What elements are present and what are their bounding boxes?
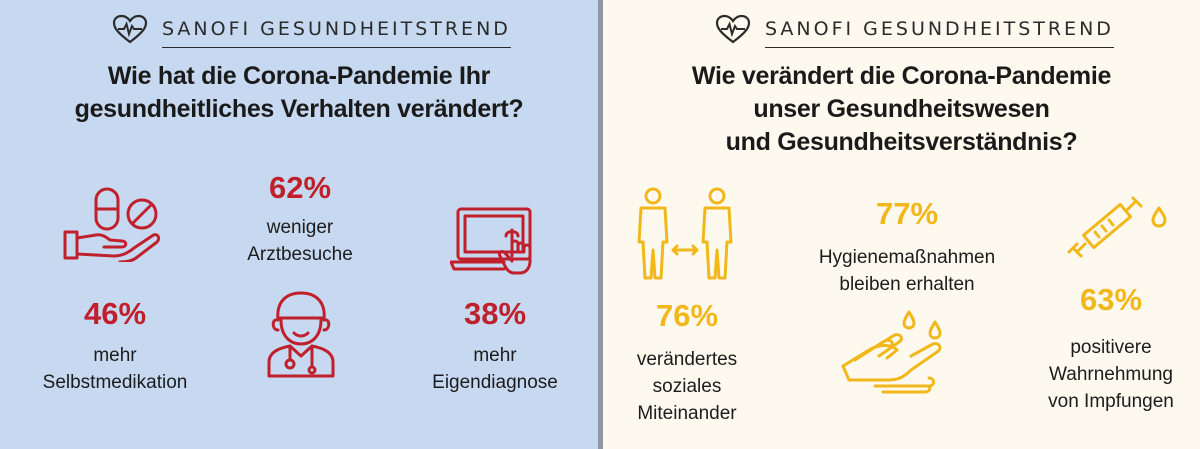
- heart-pulse-icon: [715, 14, 751, 44]
- people-distance-icon: [637, 187, 733, 280]
- stat-62-label: weniger Arztbesuche: [210, 214, 390, 268]
- stat-62-label-line2: Arztbesuche: [247, 244, 353, 265]
- washing-hands-icon: [841, 310, 942, 394]
- stat-63-value: 63%: [1079, 282, 1143, 317]
- syringe-icon: [1067, 196, 1167, 258]
- right-title: Wie verändert die Corona-Pandemie unser …: [613, 60, 1190, 159]
- stat-46-value: 46%: [83, 296, 147, 331]
- brand-header-right: SANOFI GESUNDHEITSTREND: [715, 14, 1114, 48]
- stat-76-label-line3: Miteinander: [637, 403, 737, 424]
- stat-77-value: 77%: [875, 196, 939, 231]
- stat-77-label-line1: Hygienemaßnahmen: [818, 247, 996, 268]
- heart-pulse-icon: [112, 14, 148, 44]
- left-panel: SANOFI GESUNDHEITSTREND Wie hat die Coro…: [0, 0, 598, 449]
- left-title: Wie hat die Corona-Pandemie Ihr gesundhe…: [20, 60, 578, 126]
- stat-77-label-line2: bleiben erhalten: [839, 274, 975, 295]
- stat-46-label-line2: Selbstmedikation: [42, 372, 188, 393]
- brand-title-right: SANOFI GESUNDHEITSTREND: [765, 14, 1114, 48]
- stat-38-label-line2: Eigendiagnose: [432, 372, 558, 393]
- stat-62-value: 62%: [268, 170, 332, 205]
- pills-hand-icon: [63, 187, 161, 262]
- stat-38-value: 38%: [463, 296, 527, 331]
- stat-63-label-line3: von Impfungen: [1048, 391, 1174, 412]
- laptop-touch-icon: [450, 207, 532, 275]
- stat-63-label: positivere Wahrnehmung von Impfungen: [1021, 334, 1200, 415]
- right-title-line1: Wie verändert die Corona-Pandemie: [691, 62, 1112, 90]
- right-title-line2: unser Gesundheitswesen: [753, 95, 1050, 123]
- stat-38-label-line1: mehr: [473, 345, 517, 366]
- right-title-line3: und Gesundheitsverständnis?: [725, 128, 1078, 156]
- left-title-line2: gesundheitliches Verhalten verändert?: [74, 95, 524, 123]
- panel-divider: [598, 0, 603, 449]
- stat-76-label-line1: verändertes: [636, 349, 738, 370]
- brand-header: SANOFI GESUNDHEITSTREND: [112, 14, 511, 48]
- left-title-line1: Wie hat die Corona-Pandemie Ihr: [107, 62, 491, 90]
- right-panel: SANOFI GESUNDHEITSTREND Wie verändert di…: [603, 0, 1200, 449]
- stat-62-label-line1: weniger: [266, 217, 334, 238]
- stat-77-label: Hygienemaßnahmen bleiben erhalten: [797, 244, 1017, 298]
- stat-76-value: 76%: [655, 298, 719, 333]
- stat-76-label: verändertes soziales Miteinander: [603, 346, 777, 427]
- stat-46-label: mehr Selbstmedikation: [20, 342, 210, 396]
- stat-46-label-line1: mehr: [93, 345, 137, 366]
- stat-38-label: mehr Eigendiagnose: [405, 342, 585, 396]
- stat-63-label-line2: Wahrnehmung: [1049, 364, 1173, 385]
- doctor-icon: [267, 291, 335, 378]
- stat-63-label-line1: positivere: [1070, 337, 1152, 358]
- brand-title: SANOFI GESUNDHEITSTREND: [162, 14, 511, 48]
- stat-76-label-line2: soziales: [652, 376, 722, 397]
